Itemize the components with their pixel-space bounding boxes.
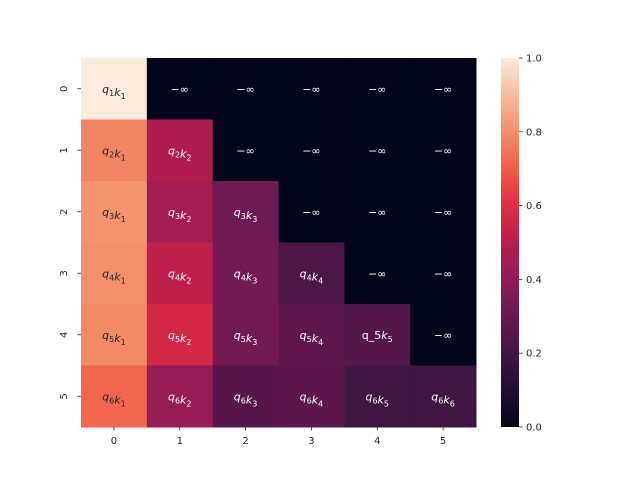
cell-annotation-r4-c1: q5k2	[168, 329, 192, 347]
heatmap-cell-r5-c2	[212, 365, 279, 428]
cell-annotation-r4-c2: q5k3	[234, 329, 258, 347]
heatmap-cell-r5-c4	[344, 365, 411, 428]
heatmap-cell-r3-c2	[212, 242, 279, 305]
heatmap-cell-r4-c1	[146, 304, 214, 366]
cell-annotation-r2-c5: −∞	[434, 206, 452, 219]
cell-annotation-r2-c1: q3k2	[168, 206, 192, 224]
y-tick-label-0: 0	[59, 86, 70, 92]
cell-annotation-r1-c2: −∞	[236, 144, 254, 157]
cell-annotation-r3-c2: q4k3	[234, 267, 258, 285]
heatmap-cell-r4-c5	[410, 304, 477, 366]
heatmap-cell-r0-c2	[212, 58, 279, 120]
heatmap-cell-r0-c4	[344, 58, 411, 120]
y-tick-label-5: 5	[59, 393, 70, 399]
cell-annotation-r1-c4: −∞	[368, 144, 386, 157]
heatmap-cell-r1-c5	[410, 119, 477, 182]
cell-annotation-r4-c0: q5k1	[102, 329, 126, 347]
heatmap-cell-r4-c3	[278, 304, 345, 366]
y-tick-label-2: 2	[59, 209, 70, 215]
cell-annotation-r4-c5: −∞	[434, 329, 452, 342]
heatmap-cell-r1-c2	[212, 119, 279, 182]
cell-annotation-r2-c2: q3k3	[234, 206, 258, 224]
x-tick-label-0: 0	[111, 436, 117, 447]
heatmap-cell-r5-c1	[146, 365, 214, 428]
cell-annotation-r0-c1: −∞	[171, 83, 189, 96]
heatmap-cell-r2-c3	[278, 181, 345, 243]
x-tick-label-1: 1	[177, 436, 183, 447]
heatmap-cell-r2-c2	[212, 181, 279, 243]
y-tick-label-3: 3	[59, 270, 70, 276]
heatmap-cell-r5-c5	[410, 365, 477, 428]
heatmap-cell-r5-c3	[278, 365, 345, 428]
cell-annotation-r5-c3: q6k4	[300, 390, 324, 408]
cell-annotation-r0-c5: −∞	[434, 83, 452, 96]
heatmap-cell-r2-c0	[81, 181, 148, 243]
y-tick-label-4: 4	[59, 332, 70, 338]
y-axis: 0 1 2 3 4 5	[59, 86, 81, 399]
heatmap-cell-r0-c1	[146, 58, 214, 120]
cell-annotation-r0-c3: −∞	[302, 83, 320, 96]
cell-annotation-r2-c3: −∞	[302, 206, 320, 219]
heatmap-cell-r1-c1	[146, 119, 214, 182]
cell-annotation-r1-c5: −∞	[434, 144, 452, 157]
heatmap-cell-r4-c0	[81, 304, 148, 366]
heatmap-cell-r1-c0	[81, 119, 148, 182]
heatmap-cell-r3-c4	[344, 242, 411, 305]
cell-annotation-r5-c4: q6k5	[365, 390, 389, 408]
heatmap-cell-r3-c3	[278, 242, 345, 305]
cell-annotation-r3-c4: −∞	[368, 267, 386, 280]
heatmap-cell-r1-c3	[278, 119, 345, 182]
cell-annotation-r3-c1: q4k2	[168, 267, 192, 285]
cell-annotation-r0-c0: q1k1	[102, 83, 126, 101]
cell-annotation-r4-c4: q_5k5	[362, 329, 393, 344]
cell-annotation-r5-c1: q6k2	[168, 390, 192, 408]
colorbar-tick-label-5: 1.0	[526, 54, 542, 65]
colorbar: 0.0 0.2 0.4 0.6 0.8 1.0	[501, 54, 542, 434]
colorbar-tick-label-0: 0.0	[526, 423, 542, 434]
cell-annotation-r2-c4: −∞	[368, 206, 386, 219]
cell-annotation-r5-c2: q6k3	[234, 390, 258, 408]
heatmap-cell-r4-c2	[212, 304, 279, 366]
cell-annotation-r1-c0: q2k1	[102, 144, 126, 162]
heatmap-cell-r2-c1	[146, 181, 214, 243]
heatmap-cell-r0-c3	[278, 58, 345, 120]
cell-annotation-r3-c3: q4k4	[300, 267, 324, 285]
cell-annotation-r2-c0: q3k1	[102, 206, 126, 224]
heatmap-cell-r0-c0	[81, 58, 148, 120]
cell-annotation-r1-c1: q2k2	[168, 144, 192, 162]
heatmap-cell-r4-c4	[344, 304, 411, 366]
heatmap-cell-r5-c0	[81, 365, 148, 428]
colorbar-tick-label-4: 0.8	[526, 127, 542, 138]
cell-annotation-r1-c3: −∞	[302, 144, 320, 157]
heatmap-cells	[81, 58, 477, 428]
x-tick-label-2: 2	[242, 436, 248, 447]
heatmap-cell-r3-c1	[146, 242, 214, 305]
cell-annotation-r5-c0: q6k1	[102, 390, 126, 408]
cell-annotation-r0-c2: −∞	[236, 83, 254, 96]
cell-annotation-r0-c4: −∞	[368, 83, 386, 96]
x-tick-label-3: 3	[308, 436, 314, 447]
x-tick-label-4: 4	[374, 436, 380, 447]
colorbar-gradient	[501, 58, 519, 427]
colorbar-tick-label-1: 0.2	[526, 349, 542, 360]
x-axis: 0 1 2 3 4 5	[111, 427, 446, 447]
heatmap-annotations: q1k1 −∞ −∞ −∞ −∞ −∞ q2k1 q2k2 −∞ −∞ −∞ −∞ q3k1 q3k2 q3…	[102, 83, 455, 409]
cell-annotation-r3-c0: q4k1	[102, 267, 126, 285]
colorbar-tick-label-2: 0.4	[526, 275, 542, 286]
cell-annotation-r4-c3: q5k4	[300, 329, 324, 347]
heatmap-cell-r3-c5	[410, 242, 477, 305]
cell-annotation-r3-c5: −∞	[434, 267, 452, 280]
y-tick-label-1: 1	[59, 147, 70, 153]
x-tick-label-5: 5	[440, 436, 446, 447]
heatmap-cell-r2-c5	[410, 181, 477, 243]
heatmap-cell-r0-c5	[410, 58, 477, 120]
heatmap-cell-r1-c4	[344, 119, 411, 182]
colorbar-tick-label-3: 0.6	[526, 201, 542, 212]
heatmap-cell-r2-c4	[344, 181, 411, 243]
heatmap-cell-r3-c0	[81, 242, 148, 305]
cell-annotation-r5-c5: q6k6	[431, 390, 455, 408]
